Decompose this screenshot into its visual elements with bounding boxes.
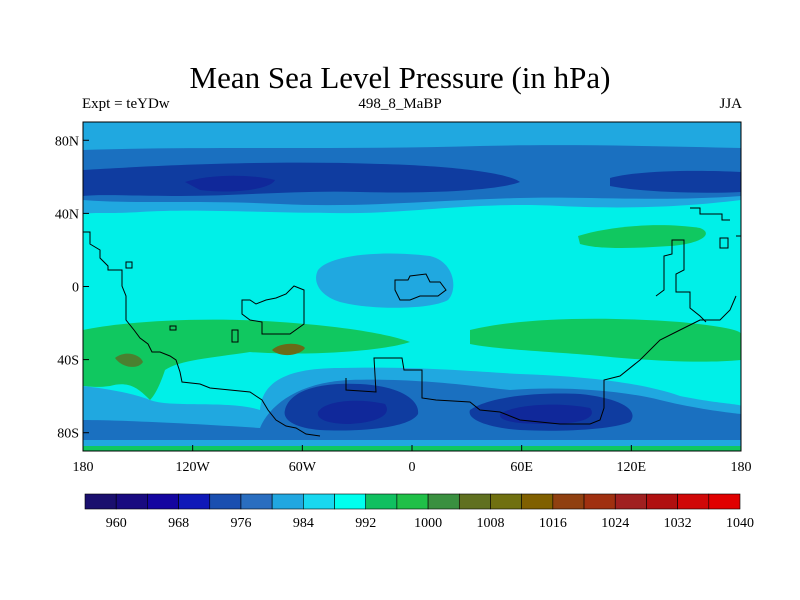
contour-high-core-2: [272, 343, 305, 356]
contour-core-deep-north: [185, 175, 275, 192]
colorbar-swatch: [365, 493, 398, 510]
y-tick-label: 40S: [57, 354, 79, 369]
colorbar-swatch: [490, 493, 522, 510]
colorbar-label: 984: [293, 516, 314, 531]
colorbar-swatch: [240, 493, 273, 510]
colorbar: 960 968 976 984 992 1000 1008 1016 1024 1032 1040: [84, 493, 754, 531]
contour-high-north-pacific: [578, 225, 706, 248]
x-tick-label: 0: [409, 460, 416, 475]
x-tick-label: 60W: [289, 460, 317, 475]
season-label: JJA: [719, 96, 742, 112]
x-tick-label: 180: [731, 460, 752, 475]
colorbar-swatch: [458, 493, 491, 510]
contour-high-south-east: [470, 318, 741, 362]
colorbar-swatch: [646, 493, 678, 510]
y-tick-label: 80N: [55, 134, 79, 149]
colorbar-label: 976: [230, 516, 251, 531]
x-axis: 180 120W 60W 0 60E 120E 180: [73, 445, 752, 475]
colorbar-swatch: [552, 493, 585, 510]
colorbar-swatch: [303, 493, 335, 510]
colorbar-swatch: [521, 493, 554, 510]
contour-core-deep-south: [317, 400, 592, 424]
colorbar-swatch: [209, 493, 242, 510]
coastline-north: [690, 207, 741, 249]
colorbar-swatch: [583, 493, 616, 510]
colorbar-label: 992: [355, 516, 376, 531]
contour-high-south: [83, 319, 410, 400]
colorbar-swatch: [271, 493, 304, 510]
coastline-antarctica: [345, 295, 737, 425]
colorbar-label: 1008: [476, 516, 504, 531]
colorbar-swatch: [614, 493, 647, 510]
colorbar-swatch: [115, 493, 148, 510]
y-axis: 80N 40N 0 40S 80S: [55, 134, 89, 442]
y-tick-label: 0: [72, 281, 79, 296]
plot-title: Mean Sea Level Pressure (in hPa): [189, 60, 611, 95]
experiment-label: Expt = teYDw: [82, 96, 170, 112]
contour-equatorial-low: [316, 253, 454, 308]
colorbar-swatch: [677, 493, 710, 510]
colorbar-swatch: [427, 493, 460, 510]
coastline-europe: [394, 273, 447, 301]
colorbar-swatch: [178, 493, 211, 510]
x-tick-label: 120W: [176, 460, 211, 475]
coastlines: [83, 207, 741, 437]
colorbar-label: 1032: [664, 516, 692, 531]
colorbar-swatch: [708, 493, 741, 510]
colorbar-label: 1040: [726, 516, 754, 531]
coastline-island: [125, 261, 239, 343]
coastline-asia: [655, 239, 707, 323]
run-id-label: 498_8_MaBP: [358, 96, 442, 112]
colorbar-swatch: [147, 493, 179, 510]
colorbar-label: 968: [168, 516, 189, 531]
contour-field: [83, 122, 741, 451]
colorbar-swatch: [396, 493, 429, 510]
colorbar-label: 960: [106, 516, 127, 531]
colorbar-swatch: [84, 493, 117, 510]
colorbar-label: 1016: [539, 516, 567, 531]
x-tick-label: 180: [73, 460, 94, 475]
x-tick-label: 60E: [510, 460, 533, 475]
colorbar-swatch: [334, 493, 367, 510]
coastline-africa: [241, 285, 305, 335]
colorbar-label: 1000: [414, 516, 442, 531]
y-tick-label: 80S: [57, 427, 79, 442]
coastline-south-america: [83, 231, 321, 437]
contour-high-core-1: [115, 353, 143, 367]
colorbar-label: 1024: [601, 516, 629, 531]
y-tick-label: 40N: [55, 207, 79, 222]
x-tick-label: 120E: [617, 460, 647, 475]
